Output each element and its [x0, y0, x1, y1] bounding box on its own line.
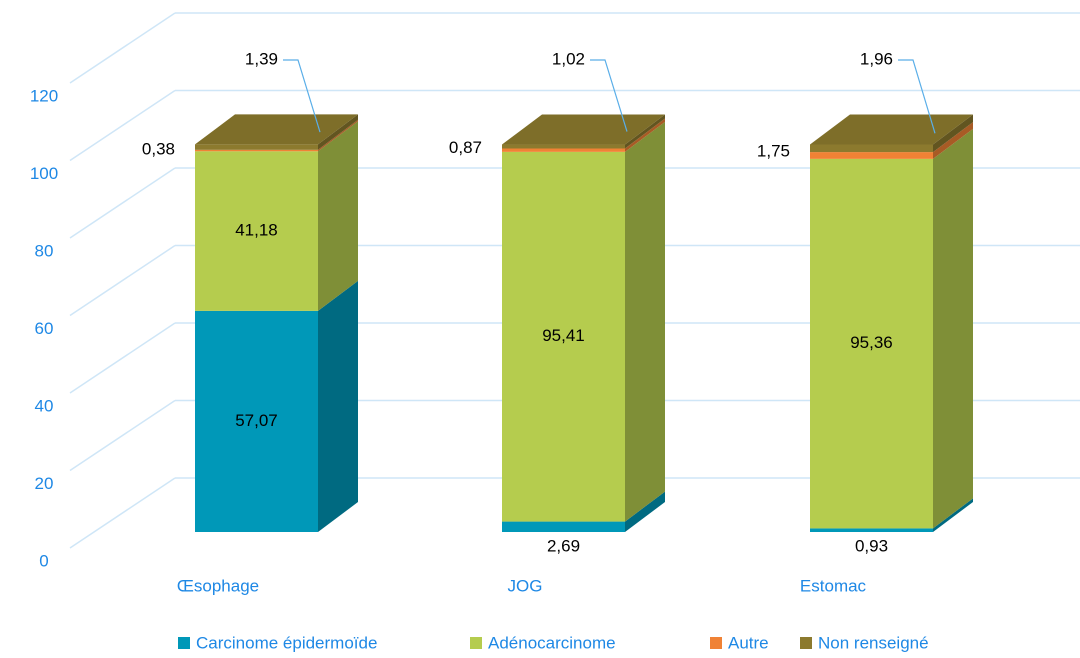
legend-swatch — [178, 637, 190, 649]
bar-segment — [502, 144, 625, 149]
data-label: 41,18 — [235, 221, 278, 240]
legend-label: Autre — [728, 633, 769, 652]
leader-line — [590, 59, 628, 132]
bar-top — [810, 114, 973, 145]
data-label: 0,38 — [142, 139, 175, 158]
x-tick-label: Estomac — [800, 576, 867, 595]
x-tick-label: Œsophage — [177, 576, 259, 595]
legend-swatch — [710, 637, 722, 649]
x-tick-label: JOG — [508, 576, 543, 595]
bar-side — [318, 119, 358, 152]
bar-side — [625, 118, 665, 152]
grid-line — [69, 167, 176, 239]
bar-side — [933, 122, 973, 159]
data-label: 1,75 — [757, 142, 790, 161]
bar-segment — [195, 151, 318, 311]
data-label: 1,96 — [860, 49, 893, 68]
data-label: 1,39 — [245, 49, 278, 68]
bar-segment — [810, 158, 933, 529]
leader-line — [898, 59, 936, 134]
bar-segment — [195, 144, 318, 150]
grid-line — [69, 89, 176, 162]
data-label: 95,36 — [850, 333, 893, 352]
legend-label: Non renseigné — [818, 633, 929, 652]
grid-line — [69, 322, 176, 394]
bar-side — [625, 491, 665, 532]
bar-segment — [810, 152, 933, 159]
bar-side — [318, 280, 358, 532]
bar-segment — [195, 310, 318, 532]
y-tick-label: 80 — [35, 241, 54, 260]
bar-segment — [195, 149, 318, 152]
bar-side — [318, 121, 358, 311]
grid-line — [69, 12, 176, 84]
bar-side — [933, 498, 973, 532]
legend-swatch — [470, 637, 482, 649]
bar-side — [933, 128, 973, 529]
bar-side — [625, 121, 665, 522]
legend-label: Adénocarcinome — [488, 633, 616, 652]
bar-side — [625, 114, 665, 149]
y-tick-label: 0 — [39, 551, 48, 570]
data-label: 0,87 — [449, 138, 482, 157]
bar-segment — [502, 148, 625, 152]
y-tick-label: 100 — [30, 164, 58, 183]
y-tick-label: 60 — [35, 319, 54, 338]
bar-segment — [502, 151, 625, 522]
bar-side — [318, 114, 358, 150]
grid-line — [69, 244, 176, 317]
data-label: 0,93 — [855, 536, 888, 555]
data-label: 57,07 — [235, 411, 278, 430]
legend-swatch — [800, 637, 812, 649]
legend-label: Carcinome épidermoïde — [196, 633, 377, 652]
bar-side — [933, 114, 973, 153]
bar-segment — [810, 144, 933, 153]
y-tick-label: 20 — [35, 474, 54, 493]
data-label: 95,41 — [542, 326, 585, 345]
data-label: 2,69 — [547, 536, 580, 555]
data-label: 1,02 — [552, 49, 585, 68]
y-tick-label: 120 — [30, 86, 58, 105]
leader-line — [283, 59, 321, 133]
grid-line — [69, 477, 176, 549]
bar-segment — [810, 528, 933, 532]
bar-segment — [502, 521, 625, 532]
grid-line — [69, 399, 176, 472]
y-tick-label: 40 — [35, 396, 54, 415]
